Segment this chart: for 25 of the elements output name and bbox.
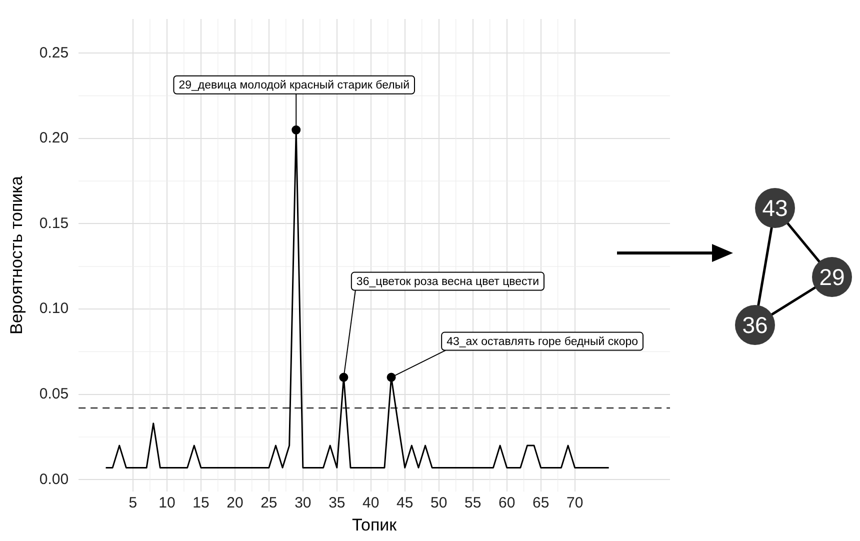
annotation: 29_девица молодой красный старик белый [178, 80, 410, 92]
x-tick-label: 50 [430, 494, 448, 512]
x-tick-label: 15 [192, 494, 210, 512]
x-axis-title: Топик [352, 515, 398, 534]
x-tick-label: 25 [260, 494, 278, 512]
x-tick-label: 65 [532, 494, 550, 512]
x-tick-label: 30 [294, 494, 312, 512]
y-tick-label: 0.25 [39, 44, 69, 62]
x-tick-label: 45 [396, 494, 414, 512]
y-tick-label: 0.05 [39, 385, 69, 402]
annotation: 43_ах оставлять горе бедный скоро [446, 336, 638, 348]
y-tick-label: 0.15 [39, 214, 69, 232]
x-tick-label: 55 [464, 494, 482, 512]
y-axis-title: Вероятность топика [6, 176, 26, 335]
y-tick-label: 0.20 [39, 130, 69, 147]
x-tick-label: 10 [158, 494, 176, 512]
annotation: 36_цветок роза весна цвет цвести [356, 276, 539, 288]
y-tick-label: 0.10 [39, 300, 69, 318]
x-tick-label: 5 [128, 494, 138, 512]
x-tick-label: 70 [566, 494, 584, 512]
x-tick-label: 40 [362, 494, 380, 512]
x-tick-label: 35 [328, 494, 346, 512]
x-tick-label: 20 [226, 494, 244, 512]
x-tick-label: 60 [498, 494, 516, 512]
y-tick-label: 0.00 [39, 470, 69, 488]
